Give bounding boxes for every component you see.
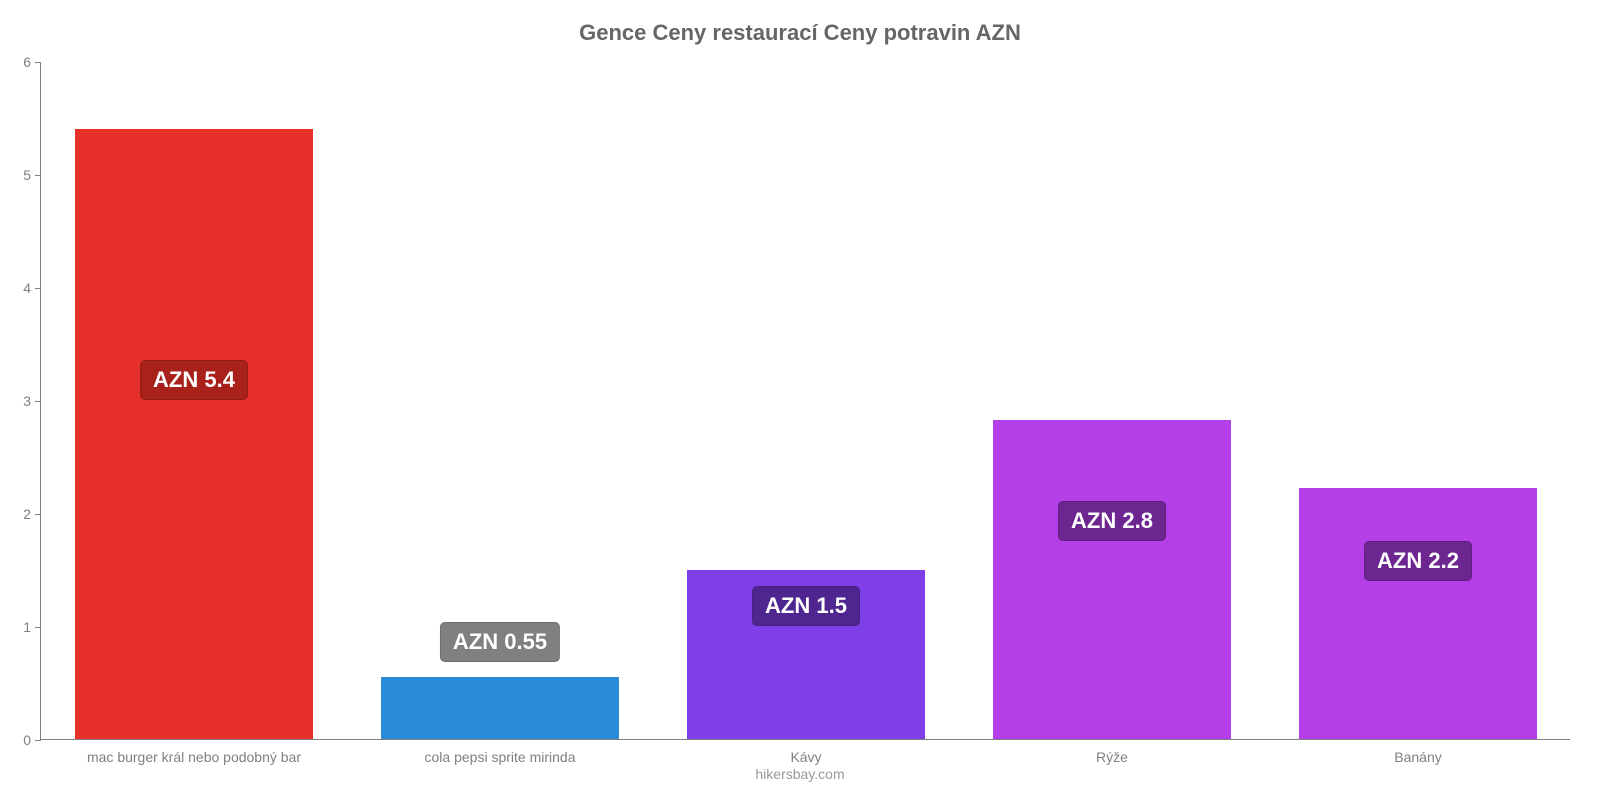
y-tick-label: 0 (23, 732, 41, 748)
value-badge: AZN 0.55 (440, 622, 560, 662)
value-badge: AZN 2.2 (1364, 541, 1472, 581)
y-tick-label: 5 (23, 167, 41, 183)
x-axis-label: Banány (1394, 739, 1441, 765)
y-tick-label: 4 (23, 280, 41, 296)
y-tick-label: 6 (23, 54, 41, 70)
bar (381, 677, 620, 739)
y-tick: 6 (41, 62, 1570, 63)
value-badge: AZN 1.5 (752, 586, 860, 626)
bar (1299, 488, 1538, 739)
value-badge: AZN 2.8 (1058, 501, 1166, 541)
attribution-text: hikersbay.com (0, 766, 1600, 782)
x-axis-label: Rýže (1096, 739, 1128, 765)
y-tick-label: 3 (23, 393, 41, 409)
bar (75, 129, 314, 739)
y-tick-label: 1 (23, 619, 41, 635)
x-axis-label: mac burger král nebo podobný bar (87, 739, 301, 765)
price-bar-chart: Gence Ceny restaurací Ceny potravin AZN … (0, 0, 1600, 800)
x-axis-label: Kávy (790, 739, 821, 765)
plot-area: 0123456mac burger král nebo podobný barA… (40, 62, 1570, 740)
chart-title: Gence Ceny restaurací Ceny potravin AZN (0, 20, 1600, 46)
y-tick-label: 2 (23, 506, 41, 522)
value-badge: AZN 5.4 (140, 360, 248, 400)
x-axis-label: cola pepsi sprite mirinda (425, 739, 576, 765)
bar (993, 420, 1232, 739)
